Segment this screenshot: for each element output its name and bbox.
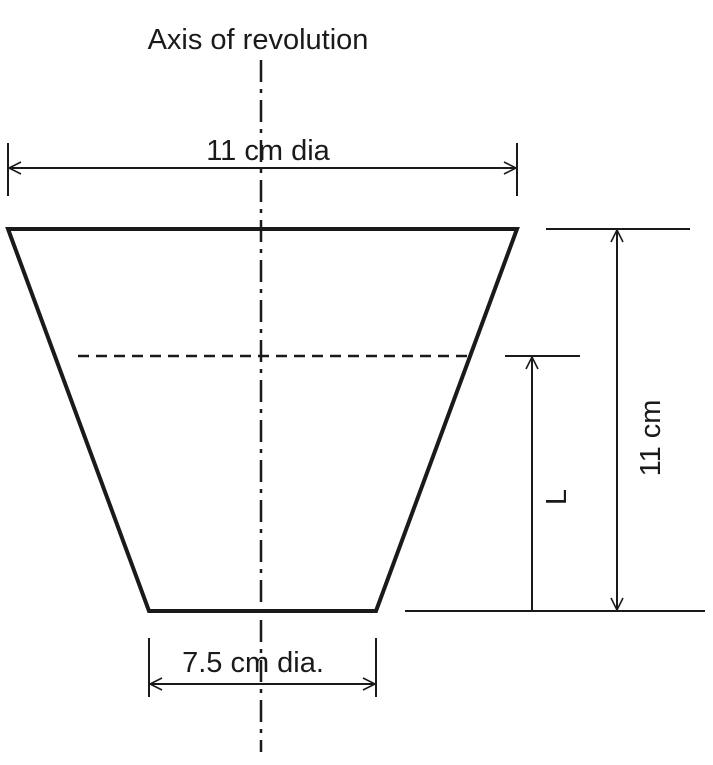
height-label: 11 cm bbox=[635, 400, 667, 477]
top-diameter-label: 11 cm dia bbox=[206, 135, 330, 167]
frustum-outline bbox=[5, 227, 520, 613]
fill-level-label: L bbox=[541, 489, 573, 505]
axis-of-revolution-label: Axis of revolution bbox=[148, 24, 369, 56]
bottom-diameter-label: 7.5 cm dia. bbox=[182, 647, 324, 679]
